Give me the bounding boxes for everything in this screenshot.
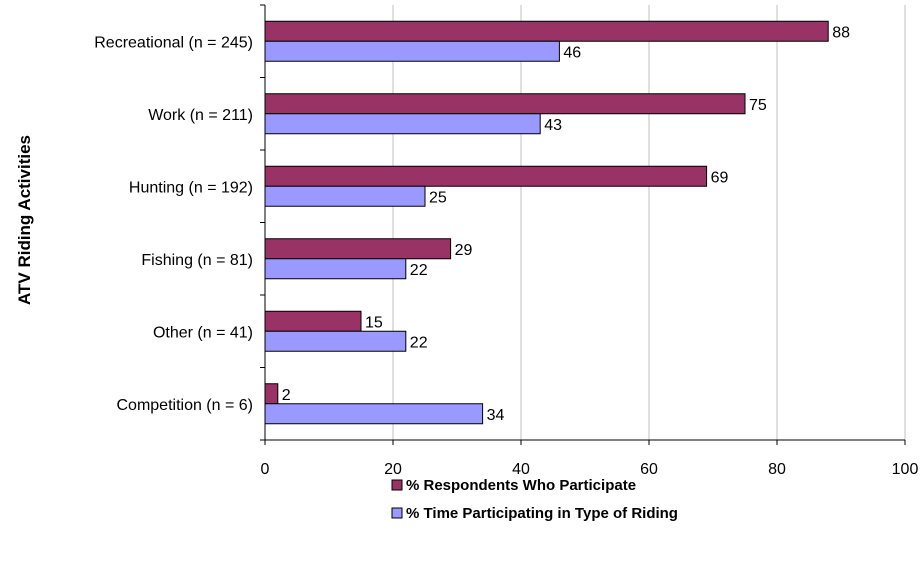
data-label: 22 xyxy=(410,334,428,351)
x-tick-label: 20 xyxy=(384,461,402,478)
legend-label: % Respondents Who Participate xyxy=(406,477,636,494)
bar-time xyxy=(264,330,407,352)
x-tick-label: 60 xyxy=(640,461,658,478)
bar-time xyxy=(264,258,407,280)
legend-swatch xyxy=(391,479,403,491)
bar-time xyxy=(264,403,484,425)
bar-respondents xyxy=(264,383,279,405)
labels: 0 20 40 60 80 100 Recreational (n = 245) 88 46 Wo… xyxy=(94,24,918,478)
x-tick-label: 40 xyxy=(512,461,530,478)
bar-respondents xyxy=(264,238,452,260)
bar-respondents xyxy=(264,310,362,332)
legend-swatch xyxy=(391,507,403,519)
legend: % Respondents Who Participate % Time Part… xyxy=(391,477,678,522)
data-label: 88 xyxy=(832,24,850,41)
category-label: Competition (n = 6) xyxy=(116,397,253,414)
axes xyxy=(260,4,906,445)
data-label: 22 xyxy=(410,262,428,279)
bar-respondents xyxy=(264,165,708,187)
data-label: 25 xyxy=(429,189,447,206)
data-label: 2 xyxy=(282,387,291,404)
bar-time xyxy=(264,113,541,135)
bar-respondents xyxy=(264,20,829,42)
data-label: 75 xyxy=(749,97,767,114)
category-label: Other (n = 41) xyxy=(153,324,253,341)
category-label: Recreational (n = 245) xyxy=(94,34,253,51)
category-label: Work (n = 211) xyxy=(148,107,253,124)
data-label: 34 xyxy=(487,407,505,424)
category-label: Hunting (n = 192) xyxy=(129,179,253,196)
bar-time xyxy=(264,185,426,207)
legend-label: % Time Participating in Type of Riding xyxy=(406,505,678,522)
bar-respondents xyxy=(264,93,746,115)
data-label: 46 xyxy=(563,44,581,61)
bars xyxy=(264,20,829,425)
bar-time xyxy=(264,40,560,62)
y-axis-title: ATV Riding Activities xyxy=(15,135,34,305)
data-label: 43 xyxy=(544,117,562,134)
category-label: Fishing (n = 81) xyxy=(141,252,253,269)
gridlines xyxy=(392,5,906,440)
x-tick-label: 0 xyxy=(261,461,270,478)
x-tick-label: 80 xyxy=(768,461,786,478)
data-label: 69 xyxy=(711,169,729,186)
data-label: 15 xyxy=(365,314,383,331)
x-tick-label: 100 xyxy=(892,461,919,478)
data-label: 29 xyxy=(455,242,473,259)
